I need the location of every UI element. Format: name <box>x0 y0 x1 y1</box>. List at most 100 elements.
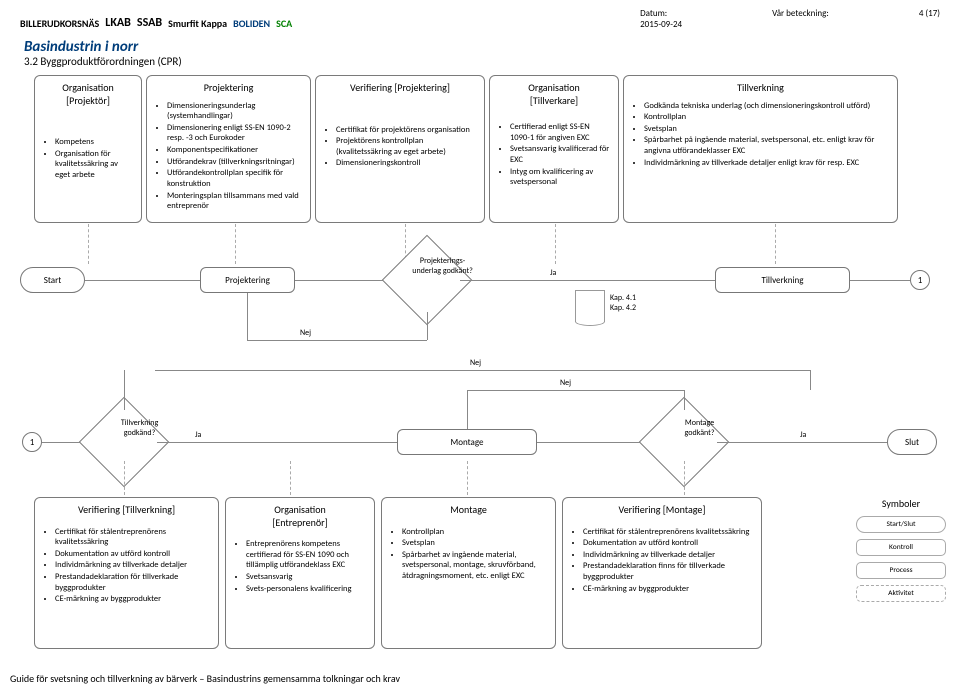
decision-label: Projekterings- underlag godkänt? <box>403 256 483 276</box>
connector-circle: 1 <box>22 432 42 452</box>
doc-icon <box>575 290 605 322</box>
connector <box>295 280 390 281</box>
box-title: Tillverkning <box>632 82 889 95</box>
list-item: Projektörens kontrollplan (kvalitetssäkr… <box>336 136 476 157</box>
dash-connector <box>290 461 291 495</box>
list-item: Intyg om kvalificering av svetspersonal <box>510 167 610 188</box>
list-item: CE-märkning av byggprodukter <box>55 594 210 605</box>
label-ja: Ja <box>800 430 806 440</box>
datum-value: 2015-09-24 <box>640 19 682 30</box>
box-title: Verifiering [Tillverkning] <box>43 504 210 517</box>
logo: SCA <box>276 17 292 30</box>
flow-montage: Montage <box>397 429 537 455</box>
box-verif-montage: Verifiering [Montage] Certifikat för stå… <box>562 497 762 649</box>
box-list: Certifikat för stålentreprenörens kvalit… <box>571 527 753 595</box>
box-title: Organisation [Entreprenör] <box>234 504 366 529</box>
list-item: Individmärkning av tillverkade detaljer <box>55 560 210 571</box>
list-item: Dimensioneringskontroll <box>336 158 476 169</box>
connector <box>850 280 910 281</box>
list-item: Certifierad enligt SS-EN 1090-1 för angi… <box>510 122 610 143</box>
list-item: Spårbarhet av ingående material, svetspe… <box>402 550 547 582</box>
label-ja: Ja <box>195 430 201 440</box>
list-item: Godkända tekniska underlag (och dimensio… <box>644 101 889 112</box>
logo: SSAB <box>137 16 162 30</box>
list-item: Svetsansvarig kvalificerad för EXC <box>510 144 610 165</box>
list-item: Svets-personalens kvalificering <box>246 584 366 595</box>
box-tillverkning: Tillverkning Godkända tekniska underlag … <box>623 75 898 223</box>
footer-text: Guide för svetsning och tillverkning av … <box>10 672 400 685</box>
flow-slut: Slut <box>887 429 937 455</box>
connector <box>157 442 397 443</box>
dash-connector <box>88 224 89 264</box>
page-title: Basindustrin i norr <box>24 38 138 56</box>
flow-tillverkning: Tillverkning <box>715 267 850 293</box>
connector <box>684 390 685 410</box>
beteckning-label: Vår beteckning: <box>772 8 829 30</box>
box-verifiering-proj: Verifiering [Projektering] Certifikat fö… <box>315 75 485 223</box>
box-list: Certifikat för projektörens organisation… <box>324 125 476 170</box>
box-list: Kompetens Organisation för kvalitetssäkr… <box>43 137 133 181</box>
connector <box>247 293 248 340</box>
list-item: Svetsplan <box>402 538 547 549</box>
dash-connector <box>775 224 776 264</box>
symbols-legend: Symboler Start/Slut Kontroll Process Akt… <box>856 497 946 608</box>
box-list: Certifierad enligt SS-EN 1090-1 för angi… <box>498 122 610 188</box>
connector <box>467 390 684 391</box>
header-meta: Datum:2015-09-24 Vår beteckning: 4 (17) <box>640 8 940 30</box>
logo: BILLERUDKORSNÄS <box>20 17 99 30</box>
box-list: Dimensioneringsunderlag (systemhandlinga… <box>155 101 302 212</box>
box-org-entreprenor: Organisation [Entreprenör] Entreprenören… <box>225 497 375 649</box>
list-item: Kontrollplan <box>644 112 889 123</box>
logo-strip: BILLERUDKORSNÄS LKAB SSAB Smurfit Kappa … <box>20 4 560 42</box>
box-org-tillverkare: Organisation [Tillverkare] Certifierad e… <box>489 75 619 223</box>
list-item: Organisation för kvalitetssäkring av ege… <box>55 149 133 181</box>
connector <box>247 340 427 341</box>
box-list: Kontrollplan Svetsplan Spårbarhet av ing… <box>390 527 547 582</box>
list-item: Certifikat för stålentreprenörens kvalit… <box>583 527 753 538</box>
box-list: Godkända tekniska underlag (och dimensio… <box>632 101 889 169</box>
connector <box>810 370 811 390</box>
dash-connector <box>467 461 468 495</box>
box-title: Projektering <box>155 82 302 95</box>
connector <box>717 442 887 443</box>
list-item: Certifikat för stålentreprenörens kvalit… <box>55 527 210 548</box>
dash-connector <box>555 224 556 264</box>
page-num: 4 (17) <box>919 8 940 30</box>
list-item: Dimensioneringsunderlag (systemhandlinga… <box>167 101 302 122</box>
decision-label: Montage godkänt? <box>660 418 740 438</box>
box-title: Montage <box>390 504 547 517</box>
list-item: Komponentspecifikationer <box>167 145 302 156</box>
list-item: Prestandadeklaration finns för tillverka… <box>583 561 753 582</box>
list-item: Monteringsplan tillsammans med vald entr… <box>167 191 302 212</box>
label-nej: Nej <box>470 358 481 368</box>
logo: LKAB <box>105 16 131 30</box>
list-item: Svetsansvarig <box>246 572 366 583</box>
box-title: Organisation [Projektör] <box>43 82 133 107</box>
list-item: Dokumentation av utförd kontroll <box>55 549 210 560</box>
list-item: Spårbarhet på ingående material, svetspe… <box>644 135 889 156</box>
connector <box>467 390 468 429</box>
symbol-startslut: Start/Slut <box>856 516 946 533</box>
list-item: Individmärkning av tillverkade detaljer … <box>644 158 889 169</box>
box-title: Verifiering [Projektering] <box>324 82 476 95</box>
dash-connector <box>684 461 685 495</box>
symbols-title: Symboler <box>856 497 946 510</box>
label-nej: Nej <box>300 328 311 338</box>
flow-projektering: Projektering <box>200 267 295 293</box>
box-projektering: Projektering Dimensioneringsunderlag (sy… <box>146 75 311 223</box>
box-list: Certifikat för stålentreprenörens kvalit… <box>43 527 210 605</box>
flow-start: Start <box>20 267 85 293</box>
label-ja: Ja <box>550 268 556 278</box>
connector <box>85 280 200 281</box>
symbol-aktivitet: Aktivitet <box>856 585 946 602</box>
list-item: Dimensionering enligt SS-EN 1090-2 resp.… <box>167 123 302 144</box>
decision-label: Tillverkning godkänd? <box>100 418 180 438</box>
dash-connector <box>124 461 125 495</box>
connector <box>427 312 428 340</box>
dash-connector <box>235 224 236 264</box>
list-item: CE-märkning av byggprodukter <box>583 584 753 595</box>
label-nej: Nej <box>560 378 571 388</box>
label-kap: Kap. 4.1 Kap. 4.2 <box>610 293 636 313</box>
top-box-row: Organisation [Projektör] Kompetens Organ… <box>34 75 898 223</box>
list-item: Utförandekontrollplan specifik för konst… <box>167 168 302 189</box>
